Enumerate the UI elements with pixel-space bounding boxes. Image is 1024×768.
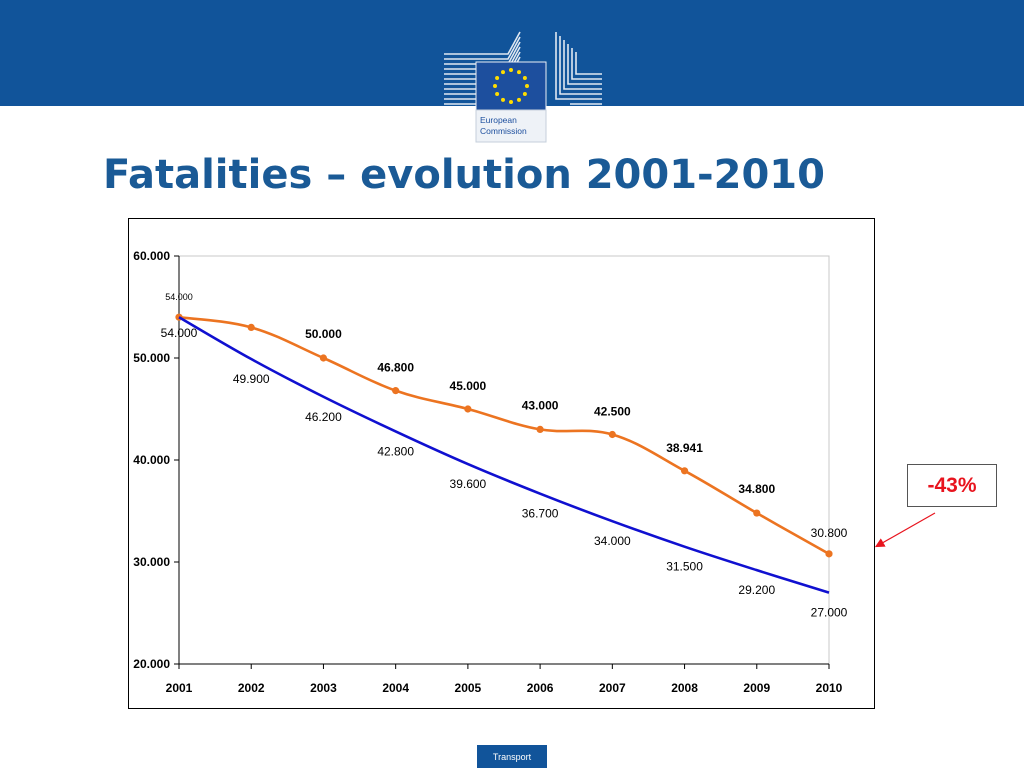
data-label-0: 45.000 (450, 379, 487, 393)
y-tick-label: 30.000 (133, 555, 170, 569)
series-point-0 (319, 354, 328, 362)
european-commission-logo: European Commission (444, 31, 602, 143)
series-line-0 (178, 315, 830, 555)
series-point-0 (680, 467, 689, 475)
series-point-0 (825, 550, 833, 558)
x-tick-label: 2009 (743, 681, 770, 695)
x-tick-label: 2005 (455, 681, 482, 695)
line-chart: 20.000 30.000 40.000 50.000 60.000 2001 2002 20… (133, 249, 848, 695)
data-label-1: 36.700 (522, 507, 559, 521)
x-tick-label: 2002 (238, 681, 265, 695)
data-label-1: 29.200 (738, 583, 775, 597)
data-label-0: 46.800 (377, 361, 414, 375)
series-point-0 (753, 509, 761, 517)
data-label-1: 34.000 (594, 534, 631, 548)
y-tick-label: 50.000 (133, 351, 170, 365)
data-label-0: 43.000 (522, 398, 559, 412)
x-tick-label: 2010 (816, 681, 843, 695)
x-tick-label: 2001 (166, 681, 193, 695)
chart-frame: 20.000 30.000 40.000 50.000 60.000 2001 2002 20… (128, 218, 875, 709)
series-point-0 (608, 430, 616, 439)
data-label-1: 54.000 (161, 326, 198, 340)
series-line-1 (178, 316, 830, 594)
footer-transport-tab[interactable]: Transport (477, 745, 547, 768)
data-label-0: 54.000 (165, 292, 193, 302)
x-tick-label: 2007 (599, 681, 626, 695)
data-label-0: 34.800 (738, 482, 775, 496)
logo-text-line2: Commission (480, 126, 527, 136)
y-tick-label: 60.000 (133, 249, 170, 263)
reduction-callout: -43% (907, 464, 997, 507)
data-label-0: 38.941 (666, 441, 703, 455)
page-title: Fatalities – evolution 2001-2010 (103, 152, 825, 198)
data-label-0: 42.500 (594, 405, 631, 419)
x-tick-label: 2003 (310, 681, 337, 695)
x-tick-label: 2006 (527, 681, 554, 695)
series-point-0 (247, 323, 255, 331)
series-point-0 (392, 387, 400, 395)
data-label-1: 39.600 (450, 477, 487, 491)
y-tick-label: 40.000 (133, 453, 170, 467)
data-label-0: 30.800 (811, 526, 848, 540)
x-tick-label: 2004 (382, 681, 409, 695)
series-point-0 (464, 405, 472, 413)
data-label-1: 49.900 (233, 372, 270, 386)
data-label-1: 46.200 (305, 410, 342, 424)
x-tick-label: 2008 (671, 681, 698, 695)
logo-text-line1: European (480, 115, 517, 125)
data-label-0: 50.000 (305, 327, 342, 341)
data-label-1: 31.500 (666, 560, 703, 574)
series-point-0 (536, 425, 544, 433)
data-label-1: 27.000 (811, 606, 848, 620)
plot-area (178, 255, 830, 665)
data-label-1: 42.800 (377, 444, 414, 458)
y-tick-label: 20.000 (133, 657, 170, 671)
